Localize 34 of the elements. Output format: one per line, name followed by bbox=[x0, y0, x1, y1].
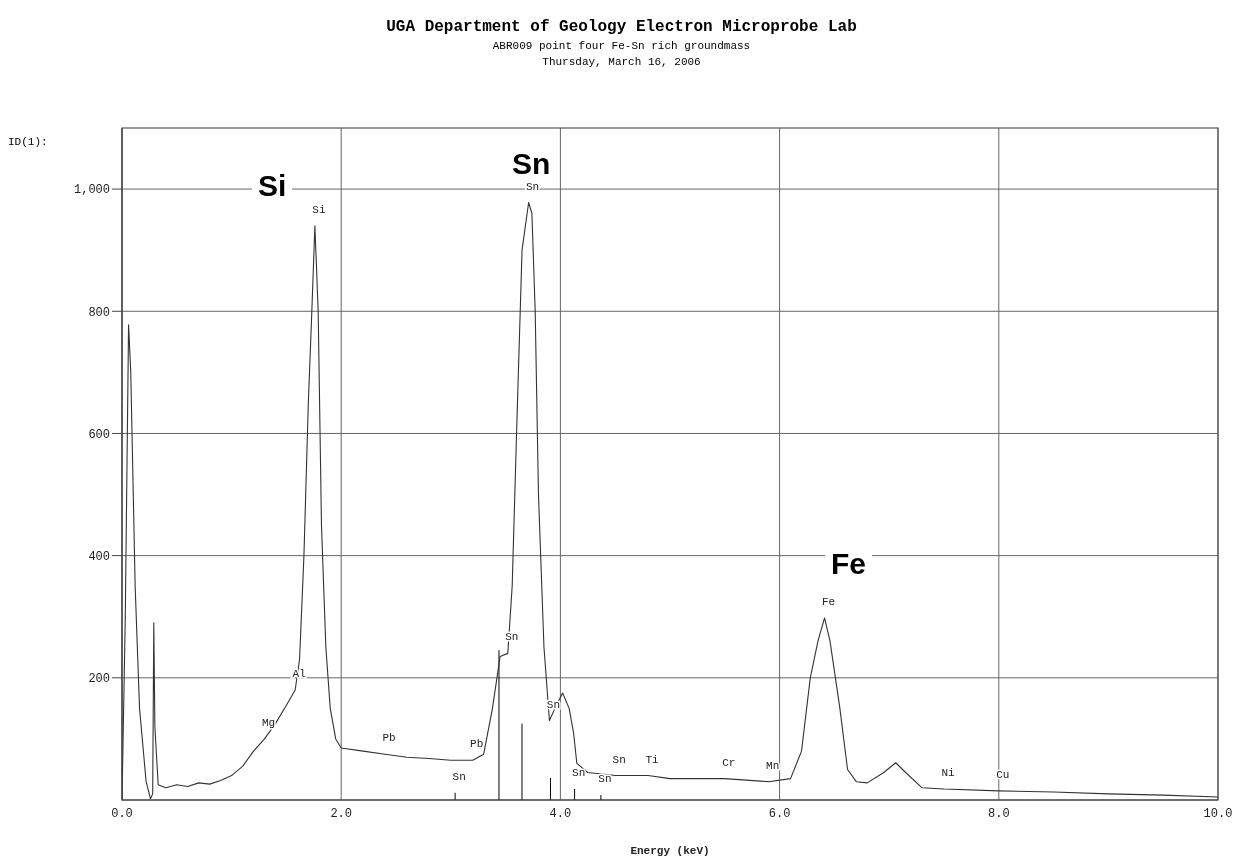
y-tick-label: 200 bbox=[88, 672, 110, 687]
annotation: Ni bbox=[941, 767, 955, 779]
text: ID(1): bbox=[8, 136, 48, 148]
annotation: Sn bbox=[612, 753, 626, 766]
y-tick-label: 600 bbox=[88, 427, 110, 442]
x-tick-label: 2.0 bbox=[330, 806, 352, 821]
annotation: Cu bbox=[996, 768, 1010, 781]
annotation: Fe bbox=[825, 547, 873, 580]
annotation: Mn bbox=[766, 759, 780, 772]
annotation: Sn bbox=[598, 773, 612, 786]
annotation: Sn bbox=[505, 631, 519, 644]
x-tick-label: 10.0 bbox=[1203, 806, 1233, 821]
annotation: Sn bbox=[526, 180, 540, 193]
annotation: Si bbox=[252, 169, 293, 202]
x-axis-title: Energy (keV) bbox=[630, 845, 710, 856]
annotation: Mg bbox=[261, 716, 276, 729]
annotation: Sn bbox=[572, 767, 586, 779]
x-tick-label: 8.0 bbox=[988, 806, 1010, 821]
annotation: Cr bbox=[722, 756, 736, 769]
annotation: Sn bbox=[506, 147, 557, 180]
chart-subtitle: ABR009 point four Fe-Sn rich groundmass Thursday, March 16, 2006 bbox=[491, 40, 752, 68]
annotation: Ti bbox=[645, 753, 660, 766]
x-tick-label: 4.0 bbox=[549, 806, 572, 821]
y-tick-label: 1,000 bbox=[73, 183, 110, 198]
annotation: Fe bbox=[821, 595, 836, 608]
x-tick-label: 6.0 bbox=[768, 806, 791, 821]
annotation: Si bbox=[312, 203, 326, 216]
annotation: Pb bbox=[470, 738, 484, 751]
y-tick-label: 800 bbox=[88, 305, 110, 320]
annotation: Pb bbox=[382, 732, 396, 745]
chart-title: UGA Department of Geology Electron Microprobe Lab bbox=[385, 18, 858, 36]
annotation: Sn bbox=[452, 770, 466, 783]
y-tick-label: 400 bbox=[88, 549, 110, 564]
x-tick-label: 0.0 bbox=[111, 806, 133, 821]
